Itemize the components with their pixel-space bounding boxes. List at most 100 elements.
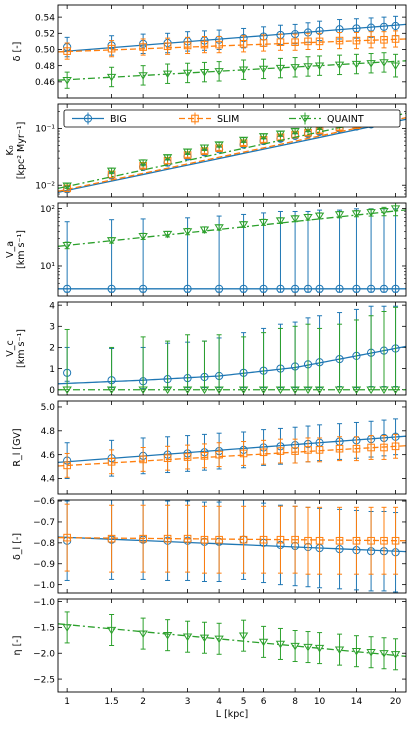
series-quaint — [58, 611, 406, 671]
data-point — [162, 154, 173, 162]
data-point — [238, 221, 249, 229]
data-point — [259, 39, 268, 47]
panel-Va: 10¹ 10² V_a [km s⁻¹] — [5, 202, 407, 297]
data-point — [290, 127, 300, 136]
data-point — [183, 284, 192, 293]
series-slim — [58, 433, 406, 478]
data-point — [390, 386, 401, 395]
data-point — [106, 73, 117, 82]
data-point — [259, 448, 268, 457]
plot-frame — [57, 4, 407, 99]
y-tick-label: 1 — [49, 365, 55, 375]
data-point — [391, 21, 400, 31]
data-point — [352, 536, 361, 545]
data-point — [379, 208, 389, 216]
fit-line — [58, 117, 406, 192]
data-point — [200, 535, 209, 544]
y-tick-label: 5.0 — [41, 403, 56, 413]
data-point — [106, 386, 117, 395]
legend-label-big: BIG — [110, 114, 127, 125]
data-point — [183, 41, 192, 50]
data-point — [138, 159, 148, 168]
data-point — [379, 386, 389, 395]
data-point — [138, 72, 148, 80]
data-point — [139, 534, 147, 543]
fit-line — [58, 38, 406, 53]
data-point — [314, 386, 325, 395]
data-point — [334, 211, 345, 219]
y-axis-label: δ_l [-] — [12, 533, 23, 560]
data-point — [199, 634, 210, 643]
y-tick-label: −0.7 — [33, 518, 55, 528]
data-point — [303, 386, 313, 395]
data-point — [304, 37, 312, 46]
data-point — [238, 66, 249, 75]
data-point — [215, 284, 224, 293]
data-point — [391, 536, 400, 545]
y-tick-label: 0.52 — [35, 30, 55, 40]
y-axis-label: V_a — [5, 241, 16, 258]
data-point — [290, 386, 300, 395]
data-point — [315, 37, 324, 46]
data-point — [334, 646, 345, 654]
data-point — [366, 209, 376, 217]
y-tick-label: 10⁻¹ — [35, 125, 55, 135]
data-point — [391, 284, 400, 293]
data-point — [258, 218, 269, 227]
data-point — [335, 36, 344, 45]
data-point — [139, 43, 147, 51]
data-point — [162, 386, 173, 395]
data-point — [366, 386, 376, 395]
data-point — [139, 455, 147, 464]
legend: BIG SLIM QUAINT — [63, 109, 401, 128]
data-point — [391, 442, 400, 451]
data-point — [276, 447, 285, 455]
data-point — [315, 284, 324, 293]
y-tick-label: 0.54 — [35, 13, 55, 23]
y-tick-label: 4.4 — [41, 475, 56, 485]
data-point — [163, 42, 172, 51]
data-point — [200, 452, 209, 460]
legend-marker — [83, 114, 93, 123]
x-tick-label: 8 — [292, 697, 298, 707]
data-point — [199, 68, 210, 77]
data-point — [390, 62, 401, 71]
data-point — [275, 64, 286, 73]
data-point — [63, 47, 71, 55]
series-slim — [58, 503, 406, 575]
plot-frame — [57, 202, 407, 297]
data-point — [275, 640, 286, 649]
data-point — [138, 630, 148, 638]
data-point — [367, 443, 375, 452]
y-axis-label: δ [-] — [12, 42, 23, 62]
data-point — [239, 40, 248, 48]
panel-Vc: 0 1 2 3 4 V_c [km s⁻¹] — [5, 301, 407, 396]
data-point — [259, 535, 268, 544]
x-tick-label: 5 — [241, 697, 247, 707]
data-point — [163, 534, 172, 543]
y-axis-unit-label: [km s⁻¹] — [16, 230, 27, 269]
data-point — [214, 141, 224, 149]
y-tick-label: 3 — [49, 323, 55, 333]
plot-frame — [57, 499, 407, 594]
y-axis-label: V_c — [5, 340, 16, 356]
data-point — [62, 242, 72, 250]
fit-line — [58, 623, 406, 657]
data-point — [379, 650, 389, 658]
data-point — [275, 386, 286, 395]
data-point — [214, 635, 224, 644]
data-point — [314, 644, 325, 653]
panel-K0: 10⁻² 10⁻¹ K₀ [kpc² Myr⁻¹] BIG SLIM QUAINT — [5, 103, 407, 198]
y-tick-label: −0.6 — [33, 497, 55, 507]
data-point — [351, 648, 362, 656]
data-point — [162, 230, 173, 239]
data-point — [63, 533, 71, 542]
x-tick-label: 2 — [140, 697, 146, 707]
data-point — [352, 284, 361, 293]
series-big — [58, 418, 406, 479]
fit-line — [58, 209, 406, 247]
data-point — [276, 535, 285, 544]
x-tick-label: 4 — [216, 697, 222, 707]
data-point — [367, 536, 375, 545]
